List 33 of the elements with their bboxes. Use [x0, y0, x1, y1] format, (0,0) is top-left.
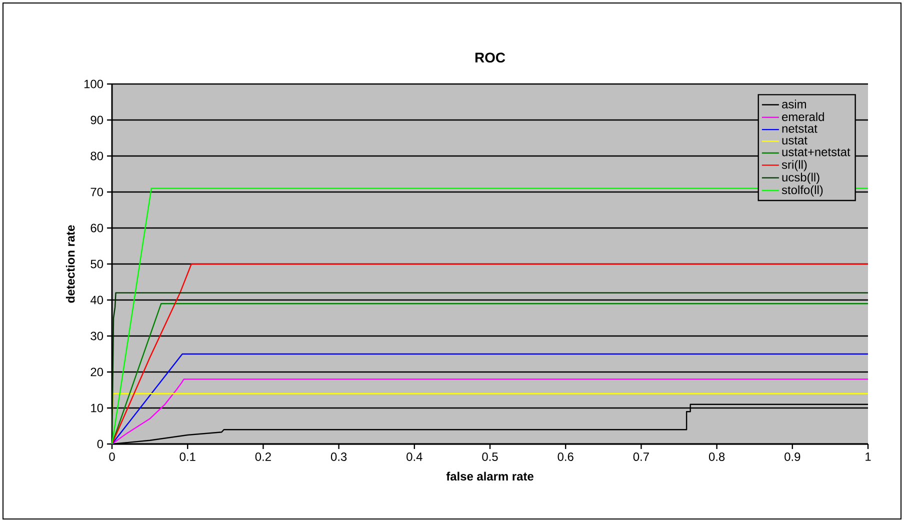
x-tick-label: 0.3	[330, 452, 347, 461]
y-axis-title: detection rate	[66, 225, 75, 303]
legend-label: netstat	[782, 124, 818, 133]
x-tick-label: 0.7	[633, 452, 649, 461]
x-tick-label: 1	[866, 452, 871, 461]
y-tick-label: 40	[90, 296, 104, 304]
x-tick-label: 0.2	[255, 452, 271, 461]
legend-label: ustat+netstat	[782, 148, 850, 156]
legend-label: emerald	[782, 112, 824, 122]
chart-title: ROC	[475, 52, 506, 63]
y-tick-label: 100	[84, 80, 104, 88]
y-tick-label: 70	[90, 188, 104, 196]
x-tick-label: 0.4	[406, 452, 422, 461]
y-tick-label: 0	[97, 440, 104, 448]
y-tick-label: 50	[90, 260, 104, 268]
y-tick-label: 20	[90, 368, 104, 376]
legend-label: asim	[782, 100, 806, 108]
legend-label: sri(ll)	[782, 160, 807, 172]
legend-label: stolfo(ll)	[782, 185, 823, 197]
x-tick-label: 0.8	[708, 452, 725, 461]
x-tick-label: 0.9	[784, 452, 800, 461]
y-tick-label: 30	[90, 332, 104, 340]
x-tick-label: 0.6	[558, 452, 574, 461]
x-axis-title: false alarm rate	[446, 472, 534, 481]
x-tick-label: 0	[109, 452, 115, 461]
legend-label: ustat	[782, 136, 808, 145]
y-tick-label: 60	[90, 224, 104, 232]
y-tick-label: 80	[90, 152, 104, 160]
legend-label: ucsb(ll)	[782, 172, 820, 184]
x-tick-label: 0.5	[482, 452, 498, 461]
y-tick-label: 90	[90, 116, 104, 124]
y-tick-label: 10	[91, 404, 104, 412]
x-tick-label: 0.1	[180, 452, 196, 461]
